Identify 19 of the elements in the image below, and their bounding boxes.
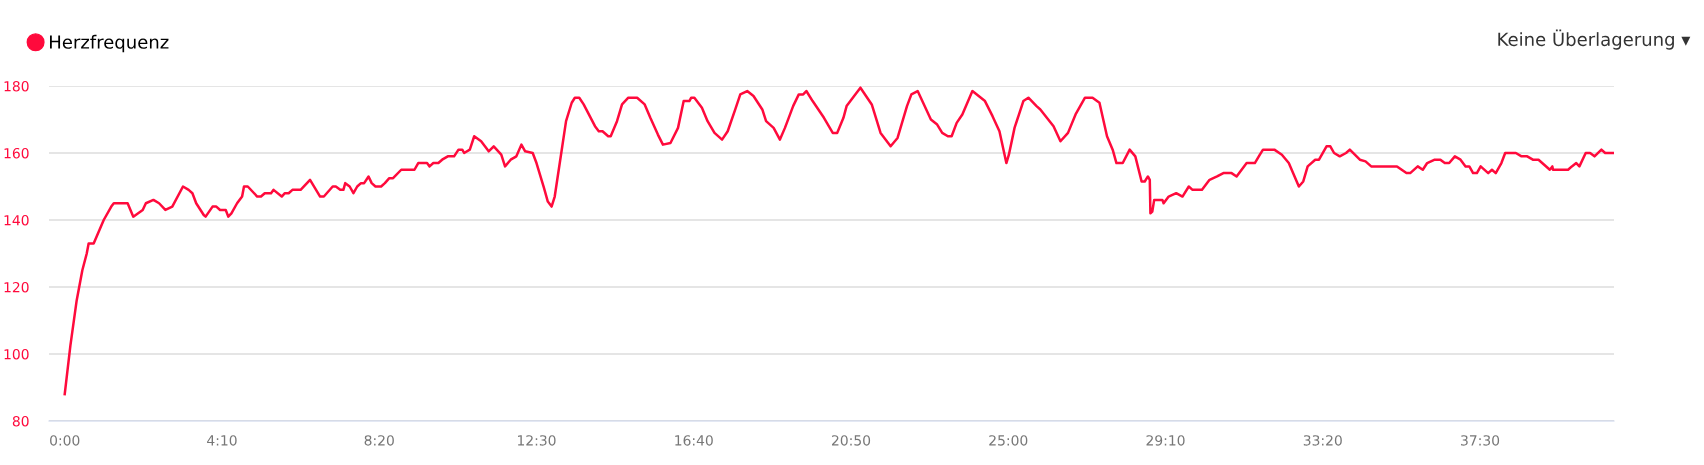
x-tick-label: 16:40 [675, 435, 713, 446]
x-tick-label: 37:30 [1461, 435, 1500, 446]
y-tick-label: 140 [4, 214, 29, 226]
y-tick-label: 120 [4, 281, 29, 293]
x-tick-label: 29:10 [1146, 435, 1185, 446]
x-tick-label: 12:30 [518, 435, 556, 446]
x-tick-label: 33:20 [1303, 435, 1342, 446]
x-tick-label: 20:50 [832, 435, 871, 446]
x-tick-label: 4:10 [207, 435, 237, 446]
text: Keine Überlagerung ▾ [1498, 29, 1691, 50]
y-tick-label: 100 [4, 348, 29, 360]
line-series [63, 86, 1614, 396]
legend-label: Herzfrequenz [50, 34, 169, 53]
y-tick-label: 160 [4, 147, 29, 159]
y-tick-label: 180 [4, 80, 29, 92]
x-tick-label: 0:00 [50, 435, 80, 446]
x-tick-label: 25:00 [989, 435, 1028, 446]
x-tick-label: 8:20 [364, 435, 394, 446]
y-tick-label: 80 [12, 415, 29, 427]
